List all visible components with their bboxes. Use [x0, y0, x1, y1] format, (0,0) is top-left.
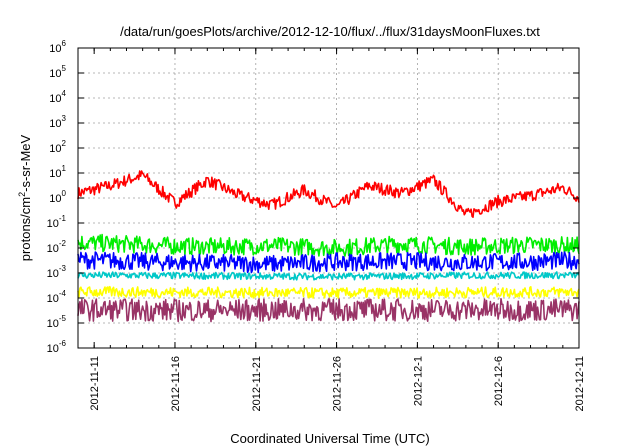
x-tick-label: 2012-12-11 [574, 356, 586, 411]
y-tick-label: 102 [49, 139, 66, 155]
y-tick-label: 103 [49, 114, 66, 130]
series-line [77, 297, 580, 323]
x-axis-label: Coordinated Universal Time (UTC) [230, 431, 429, 446]
y-tick-label: 10-6 [47, 339, 67, 355]
x-tick-label: 2012-11-26 [332, 356, 344, 411]
y-tick-label: 105 [49, 64, 66, 80]
y-tick-label: 104 [49, 89, 66, 105]
x-axis-ticks: 2012-11-11 2012-11-16 2012-11-21 2012-11-26… [77, 48, 586, 411]
chart-title: /data/run/goesPlots/archive/2012-12-10/f… [120, 24, 540, 39]
y-tick-label: 100 [49, 189, 66, 205]
x-tick-label: 2012-12-6 [493, 356, 505, 406]
y-tick-label: 10-4 [47, 289, 67, 305]
series-group [77, 170, 580, 323]
series-line [77, 251, 580, 274]
series-line [77, 285, 580, 300]
x-tick-label: 2012-11-16 [170, 356, 182, 411]
y-tick-label: 10-1 [47, 214, 67, 230]
x-tick-label: 2012-12-1 [412, 356, 424, 406]
y-tick-label: 10-2 [47, 239, 67, 255]
x-tick-label: 2012-11-21 [251, 356, 263, 411]
y-tick-label: 101 [49, 164, 66, 180]
series-line [77, 170, 580, 218]
y-tick-label: 106 [49, 39, 66, 55]
x-tick-label: 2012-11-11 [89, 356, 101, 411]
series-line [77, 233, 580, 257]
y-axis-label: protons/cm2-s-sr-MeV [17, 134, 33, 261]
y-tick-label: 10-5 [47, 314, 67, 330]
y-tick-label: 10-3 [47, 264, 67, 280]
series-line [77, 271, 580, 281]
